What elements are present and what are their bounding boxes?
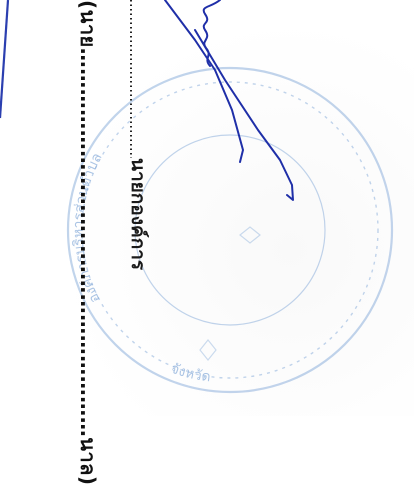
official-seal: องค์การบริหารส่วนตำบล จังหวัด — [66, 66, 394, 394]
signature-dotted-line — [130, 0, 132, 158]
handwritten-signature — [164, 0, 294, 201]
signatory-name: (นาย…………………………………………………นาล) — [76, 0, 100, 486]
position-title: นายกองค์การ — [127, 158, 149, 271]
document-border — [0, 0, 10, 119]
